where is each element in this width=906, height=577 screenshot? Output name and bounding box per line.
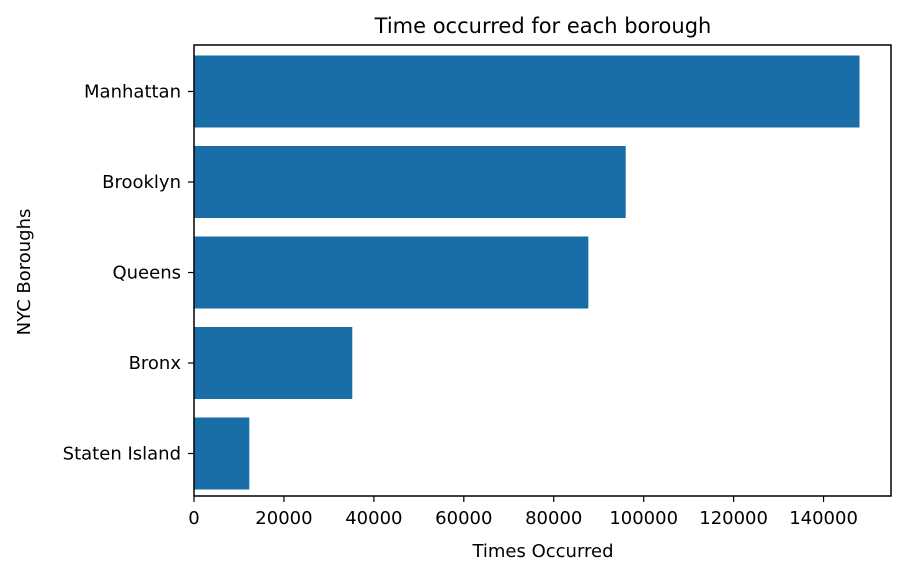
bars-group [194, 55, 860, 490]
bar-staten-island [194, 417, 250, 490]
y-axis: Manhattan Brooklyn Queens Bronx Staten Islan… [63, 82, 194, 465]
x-tick-label: 0 [188, 508, 199, 529]
y-axis-title: NYC Boroughs [14, 209, 35, 336]
x-tick-label: 20000 [255, 508, 312, 529]
y-tick-label: Brooklyn [102, 172, 181, 193]
x-tick-label: 100000 [609, 508, 678, 529]
x-tick-label: 40000 [345, 508, 402, 529]
x-axis: 0 20000 40000 60000 80000 100000 120000 140000 [188, 496, 858, 529]
bar-queens [194, 236, 589, 309]
bar-manhattan [194, 55, 860, 128]
bar-bronx [194, 327, 353, 399]
y-tick-label: Staten Island [63, 444, 181, 465]
y-tick-label: Queens [112, 263, 181, 284]
x-axis-title: Times Occurred [471, 541, 613, 562]
x-tick-label: 60000 [435, 508, 492, 529]
x-tick-label: 140000 [789, 508, 858, 529]
x-tick-label: 80000 [525, 508, 582, 529]
plot-frame [193, 44, 892, 497]
chart-title: Time occurred for each borough [374, 14, 712, 38]
x-tick-label: 120000 [699, 508, 768, 529]
y-tick-label: Manhattan [84, 82, 181, 103]
y-tick-label: Bronx [129, 353, 182, 374]
bar-brooklyn [194, 146, 626, 218]
